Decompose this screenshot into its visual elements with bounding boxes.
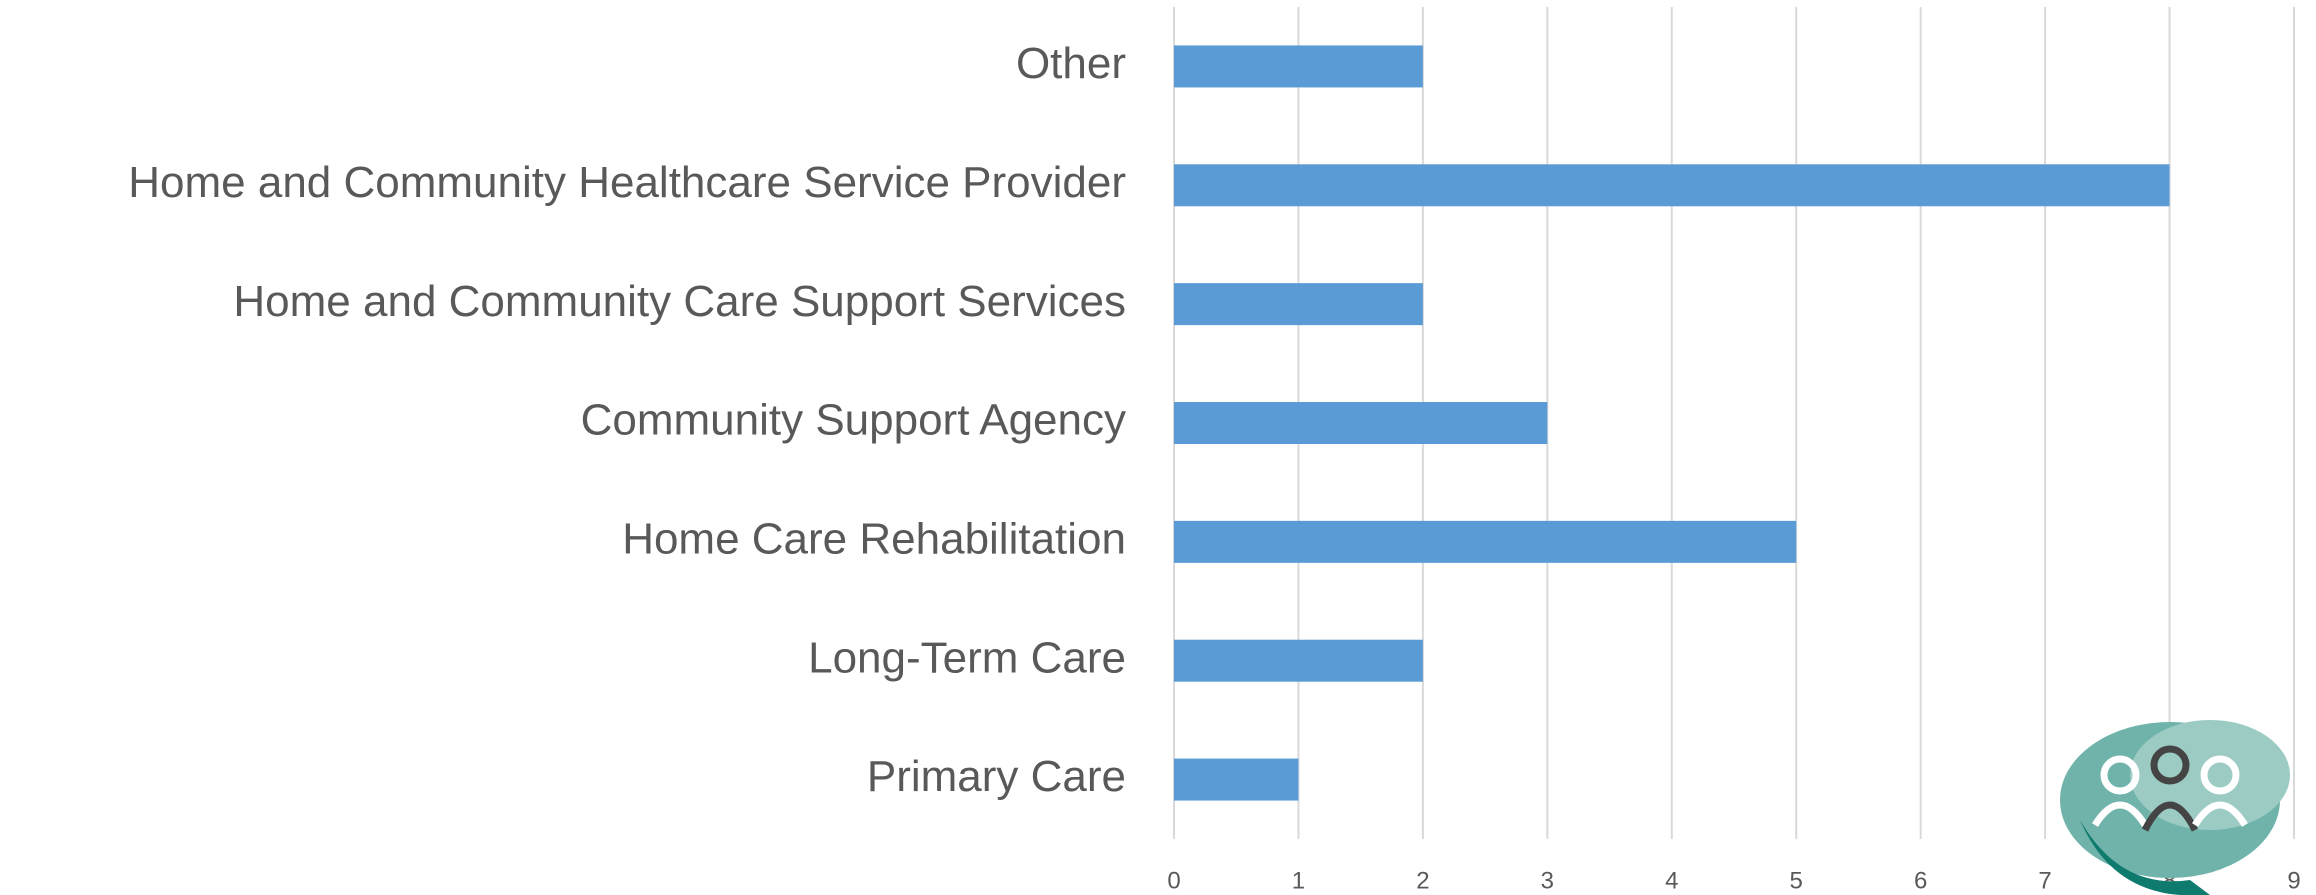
y-tick-label: Long-Term Care	[808, 633, 1126, 682]
x-tick-label: 5	[1790, 867, 1803, 894]
y-tick-label: Home Care Rehabilitation	[622, 514, 1126, 563]
logo-person	[2100, 755, 2140, 795]
bar	[1174, 639, 1423, 682]
logo-person	[2141, 801, 2199, 832]
x-tick-label: 3	[1541, 867, 1554, 894]
y-tick-label: Community Support Agency	[581, 396, 1126, 445]
y-tick-label: Primary Care	[867, 752, 1126, 801]
bar	[1174, 520, 1797, 563]
logo-person	[2200, 755, 2240, 795]
y-tick-label: Home and Community Healthcare Service Pr…	[128, 158, 1126, 207]
logo	[2060, 720, 2290, 895]
x-tick-label: 0	[1167, 867, 1180, 894]
logo-stem	[2080, 820, 2210, 895]
x-tick-label: 6	[1914, 867, 1927, 894]
x-tick-label: 9	[2287, 867, 2300, 894]
logo-person	[2192, 801, 2248, 827]
bar	[1174, 283, 1423, 326]
x-tick-label: 4	[1665, 867, 1678, 894]
bar	[1174, 758, 1299, 801]
bar	[1174, 45, 1423, 88]
y-tick-label: Other	[1016, 39, 1126, 88]
bar	[1174, 164, 2170, 207]
x-tick-label: 7	[2038, 867, 2051, 894]
logo-person	[2150, 745, 2190, 785]
x-tick-label: 1	[1292, 867, 1305, 894]
logo-person	[2092, 801, 2148, 827]
x-tick-label: 2	[1416, 867, 1429, 894]
bar	[1174, 402, 1548, 444]
y-tick-label: Home and Community Care Support Services	[233, 277, 1126, 326]
